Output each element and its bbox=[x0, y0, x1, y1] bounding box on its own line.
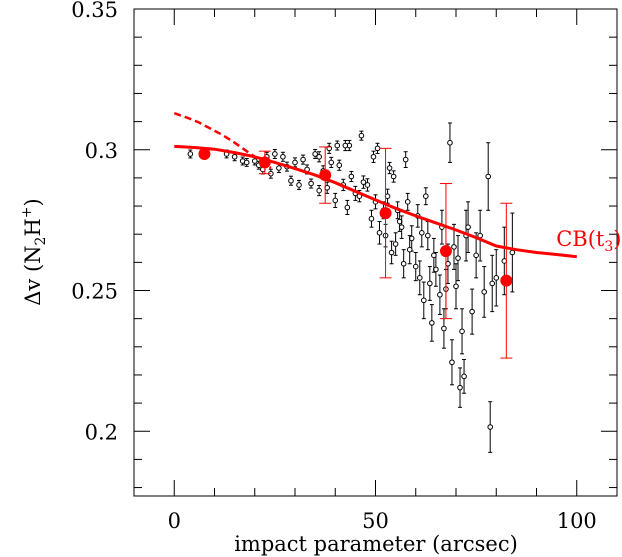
data-point bbox=[493, 275, 500, 281]
data-point bbox=[272, 151, 278, 157]
data-point bbox=[453, 283, 459, 290]
y-tick-label: 0.35 bbox=[71, 0, 118, 22]
data-point bbox=[358, 132, 365, 139]
data-point bbox=[328, 159, 335, 166]
data-point bbox=[406, 246, 413, 253]
data-points bbox=[187, 122, 516, 453]
x-tick-label: 0 bbox=[168, 509, 181, 533]
data-point bbox=[360, 179, 367, 185]
data-point bbox=[342, 142, 349, 149]
y-axis-title: Δv (N2H+) bbox=[19, 198, 49, 305]
data-point bbox=[364, 182, 371, 188]
data-point bbox=[296, 182, 302, 188]
data-point bbox=[489, 280, 496, 287]
data-point bbox=[509, 249, 516, 256]
data-point bbox=[441, 325, 447, 332]
data-point bbox=[400, 260, 407, 267]
data-point bbox=[423, 193, 429, 199]
data-point bbox=[455, 255, 461, 261]
model-label: CB(t3) bbox=[556, 227, 621, 255]
model-curve-solid bbox=[174, 144, 577, 259]
data-point bbox=[390, 173, 397, 180]
data-point bbox=[437, 291, 443, 298]
data-point bbox=[461, 373, 467, 380]
data-point bbox=[316, 153, 322, 160]
data-point bbox=[344, 204, 351, 211]
mean-point bbox=[319, 169, 332, 182]
y-tick-label: 0.2 bbox=[85, 420, 118, 444]
x-tick-label: 50 bbox=[362, 509, 389, 533]
data-point bbox=[425, 232, 431, 239]
binned-means bbox=[198, 146, 513, 359]
data-point bbox=[348, 173, 355, 180]
data-point bbox=[459, 328, 465, 335]
data-point bbox=[416, 275, 423, 281]
data-point bbox=[288, 177, 294, 184]
mean-point bbox=[439, 245, 452, 258]
mean-point bbox=[379, 207, 392, 220]
mean-point bbox=[258, 156, 271, 169]
data-point bbox=[332, 197, 339, 204]
data-point bbox=[388, 249, 395, 256]
data-point bbox=[447, 139, 453, 146]
mean-point bbox=[500, 274, 513, 287]
data-point bbox=[398, 224, 405, 230]
x-tick-label: 100 bbox=[557, 509, 597, 533]
y-tick-label: 0.25 bbox=[71, 280, 118, 304]
data-point bbox=[451, 244, 457, 250]
data-point bbox=[412, 263, 419, 270]
data-point bbox=[487, 424, 494, 430]
data-point bbox=[370, 153, 377, 160]
model-curves bbox=[173, 112, 577, 259]
data-point bbox=[449, 359, 455, 366]
axis-ticks bbox=[133, 8, 618, 496]
data-point bbox=[312, 151, 318, 157]
data-point bbox=[334, 142, 341, 149]
data-point bbox=[336, 162, 343, 169]
data-point bbox=[427, 280, 433, 287]
y-tick-label: 0.3 bbox=[85, 139, 118, 163]
data-point bbox=[402, 156, 409, 163]
data-point bbox=[376, 229, 383, 236]
data-point bbox=[469, 308, 475, 315]
data-point bbox=[187, 151, 194, 157]
model-curve-dashed bbox=[173, 112, 272, 170]
data-point bbox=[473, 252, 479, 259]
data-point bbox=[418, 229, 425, 236]
data-point bbox=[231, 153, 238, 160]
data-point bbox=[292, 159, 298, 166]
data-point bbox=[429, 320, 435, 326]
data-point bbox=[485, 173, 492, 180]
x-axis-title: impact parameter (arcsec) bbox=[234, 532, 518, 556]
data-point bbox=[308, 180, 314, 187]
data-point bbox=[374, 145, 381, 152]
data-point bbox=[457, 384, 463, 391]
data-point bbox=[243, 159, 250, 166]
data-point bbox=[431, 252, 437, 259]
data-point bbox=[404, 199, 411, 205]
data-point bbox=[481, 289, 487, 295]
mean-point bbox=[198, 147, 211, 160]
data-point bbox=[316, 187, 322, 194]
data-point bbox=[465, 224, 471, 230]
axis-tick-labels: 0 50 100 0.2 0.25 0.3 0.35 bbox=[71, 0, 597, 533]
data-point bbox=[276, 165, 282, 171]
data-point bbox=[300, 156, 306, 163]
data-point bbox=[280, 153, 286, 160]
data-point bbox=[386, 165, 393, 171]
data-point bbox=[392, 241, 399, 247]
data-point bbox=[368, 215, 375, 222]
data-point bbox=[421, 297, 427, 304]
